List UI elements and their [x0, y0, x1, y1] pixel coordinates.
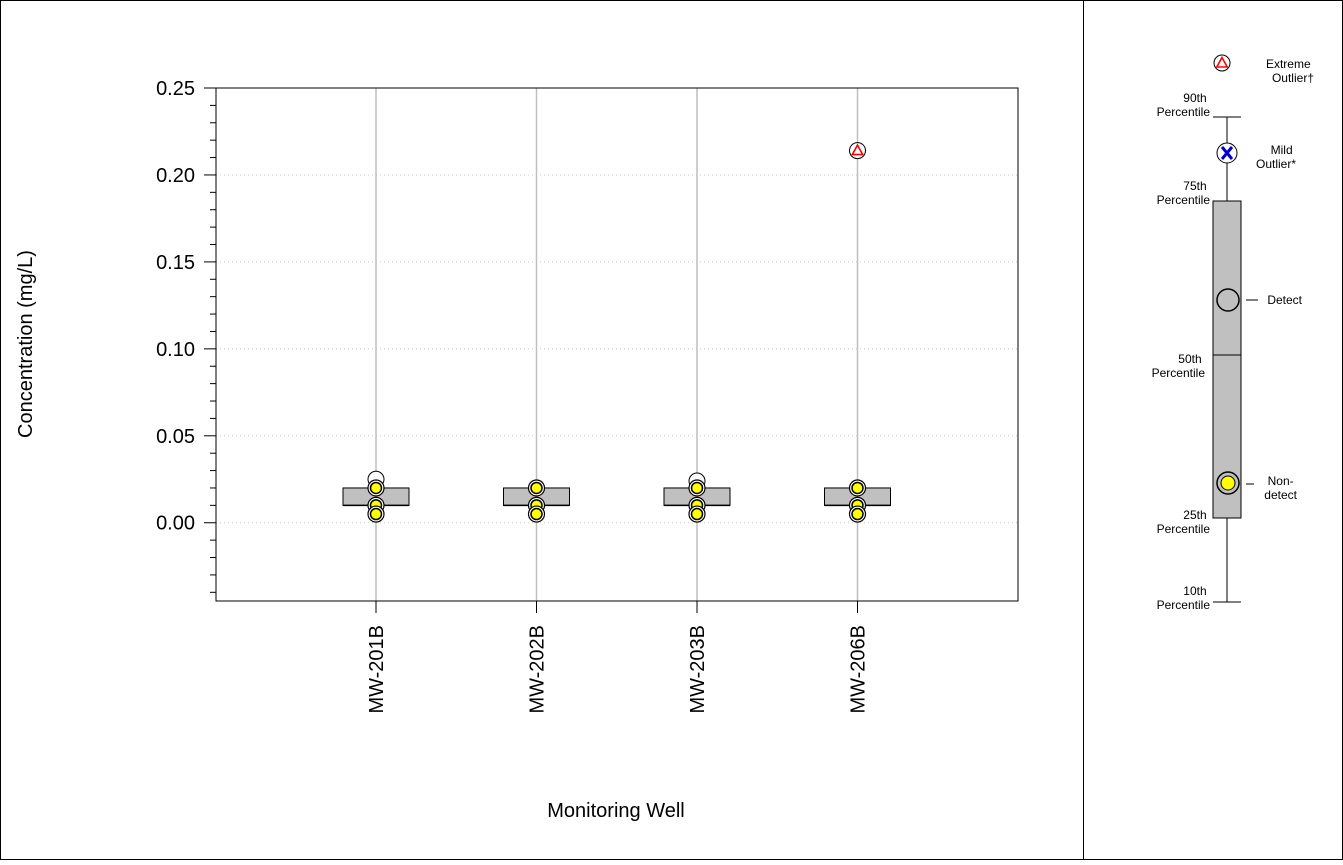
nondetect-point: [688, 479, 706, 497]
extreme-outlier-point: [849, 142, 866, 160]
nondetect-point: [367, 479, 385, 497]
point-layer: [367, 142, 867, 523]
legend-mild-outlier-symbol: [1216, 142, 1238, 164]
y-tick-label: 0.20: [156, 165, 195, 187]
x-tick-label-MW-206B: MW-206B: [848, 625, 870, 714]
extreme-outlier-triangle: [850, 143, 865, 156]
nondetect-point: [527, 505, 546, 523]
nondetect-point: [848, 479, 867, 497]
nondetect-inner: [530, 481, 543, 495]
legend-nondetect-label: Non- detect: [1264, 474, 1297, 502]
axis-layer: 0.00 0.05 0.10 0.15 0.20 0.25 MW-201B MW-202B MW…: [156, 78, 869, 714]
legend-nondetect-symbol: [1216, 471, 1240, 495]
nondetect-inner: [851, 507, 864, 521]
legend-extreme-outlier-symbol: [1213, 54, 1231, 72]
y-tick-label: 0.15: [156, 252, 195, 274]
nondetect-point: [367, 505, 385, 523]
grid-layer: [216, 87, 1018, 601]
x-tick-label-MW-201B: MW-201B: [366, 625, 388, 714]
x-axis-title: Monitoring Well: [547, 800, 684, 822]
nondetect-point: [848, 505, 867, 523]
y-axis-title: Concentration (mg/L): [15, 250, 37, 438]
plot-area-frame: [215, 87, 1019, 602]
nondetect-point: [688, 505, 706, 523]
legend-p25-label: 25th Percentile: [1157, 508, 1211, 536]
y-tick-label: 0.00: [156, 513, 195, 535]
y-tick-label: 0.10: [156, 339, 195, 361]
nondetect-inner: [690, 481, 704, 495]
legend-p10-label: 10th Percentile: [1157, 584, 1211, 612]
y-tick-label: 0.05: [156, 426, 195, 448]
nondetect-inner: [690, 507, 704, 521]
legend-mild-outlier-label: Mild Outlier*: [1256, 143, 1296, 171]
legend-detect-symbol: [1216, 288, 1240, 312]
legend-extreme-outlier-label: Extreme Outlier†: [1266, 57, 1314, 85]
legend-p50-label: 50th Percentile: [1152, 352, 1206, 380]
legend-detect-label: Detect: [1267, 293, 1302, 307]
y-tick-label: 0.25: [156, 78, 195, 100]
legend-panel: Extreme Outlier† 90th Percentile Mild Ou…: [1152, 54, 1314, 612]
legend-box: [1212, 200, 1242, 519]
nondetect-inner: [369, 507, 383, 521]
x-tick-label-MW-202B: MW-202B: [527, 625, 549, 714]
box-layer: [342, 487, 891, 507]
nondetect-inner: [369, 481, 383, 495]
nondetect-inner: [851, 481, 864, 495]
legend-p75-label: 75th Percentile: [1157, 179, 1211, 207]
nondetect-point: [527, 479, 546, 497]
legend-p90-label: 90th Percentile: [1157, 91, 1211, 119]
nondetect-inner: [530, 507, 543, 521]
x-tick-label-MW-203B: MW-203B: [687, 625, 709, 714]
